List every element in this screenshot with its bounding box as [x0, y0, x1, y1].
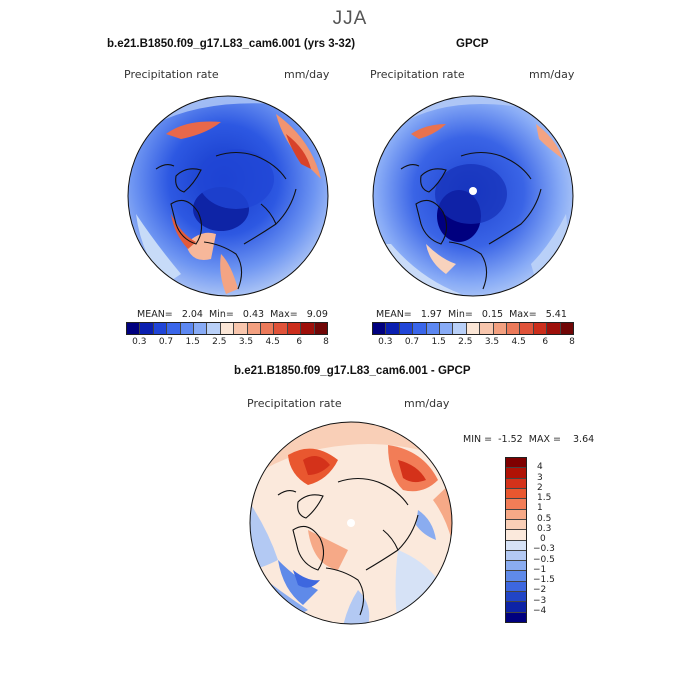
panel-3-tick: 4: [537, 462, 543, 473]
panel-3-tick: 1: [537, 503, 543, 514]
panel-3-title: b.e21.B1850.f09_g17.L83_cam6.001 - GPCP: [234, 365, 471, 377]
panel-3-tick: 0.3: [537, 523, 552, 534]
panel-2-units: mm/day: [529, 68, 575, 81]
panel-1-tick: 4.5: [265, 337, 280, 347]
panel-3-tick: −4: [533, 605, 547, 616]
season-title: JJA: [332, 8, 368, 29]
panel-1-tick: 6: [296, 337, 303, 347]
panel-3-tick: −0.3: [533, 544, 555, 555]
panel-1-colorbar: [126, 322, 328, 335]
panel-2-title: GPCP: [456, 38, 489, 50]
panel-3-tick: −2: [533, 585, 547, 596]
panel-3-tick: −0.5: [533, 554, 555, 565]
panel-2-colorbar: [372, 322, 574, 335]
panel-2-polar-map: [372, 95, 574, 297]
panel-1-tick: 0.3: [132, 337, 147, 347]
panel-2-tick: 0.3: [378, 337, 393, 347]
panel-1-tick: 1.5: [185, 337, 200, 347]
panel-2-tick: 8: [569, 337, 575, 347]
panel-3-units: mm/day: [404, 397, 450, 410]
panel-2-tick: 3.5: [484, 337, 500, 347]
panel-2-tick: 4.5: [511, 337, 526, 347]
panel-1-tick: 2.5: [212, 337, 227, 347]
panel-1-stats: MEAN= 2.04 Min= 0.43 Max= 9.09: [137, 309, 328, 320]
panel-2-tick: 6: [542, 337, 549, 347]
panel-3-tick: 0: [540, 534, 546, 544]
panel-3-colorbar-ticks: 4 3 2 1.5 1 0.5 0.3 0 −0.3 −0.5 −1 −1.5 …: [533, 457, 567, 621]
panel-1-title: b.e21.B1850.f09_g17.L83_cam6.001 (yrs 3-…: [107, 38, 356, 50]
panel-3-tick: 0.5: [537, 513, 552, 524]
panel-2-tick: 1.5: [431, 337, 446, 347]
panel-2-tick: 2.5: [458, 337, 473, 347]
panel-3-tick: −1.5: [533, 575, 555, 585]
panel-3-tick: 2: [537, 482, 543, 493]
panel-3-tick: −1: [533, 564, 547, 575]
panel-3-tick: −3: [533, 595, 547, 606]
panel-3-tick: 3: [537, 472, 543, 483]
panel-1-units: mm/day: [284, 68, 330, 81]
panel-3-variable: Precipitation rate: [247, 397, 342, 410]
panel-1-tick: 3.5: [238, 337, 254, 347]
panel-3-colorbar: [505, 457, 527, 623]
panel-2-colorbar-ticks: 0.3 0.7 1.5 2.5 3.5 4.5 6 8: [372, 337, 575, 349]
panel-2-tick: 0.7: [404, 337, 420, 347]
panel-1-colorbar-ticks: 0.3 0.7 1.5 2.5 3.5 4.5 6 8: [126, 337, 329, 349]
panel-1-polar-map: [127, 95, 329, 297]
panel-1-variable: Precipitation rate: [124, 68, 219, 81]
panel-2-variable: Precipitation rate: [370, 68, 465, 81]
panel-2-stats: MEAN= 1.97 Min= 0.15 Max= 5.41: [376, 309, 567, 320]
panel-3-tick: 1.5: [537, 493, 552, 503]
panel-1-tick: 0.7: [158, 337, 174, 347]
panel-3-polar-map: [249, 421, 453, 625]
panel-1-tick: 8: [323, 337, 329, 347]
panel-3-stats: MIN = -1.52 MAX = 3.64: [463, 434, 595, 445]
